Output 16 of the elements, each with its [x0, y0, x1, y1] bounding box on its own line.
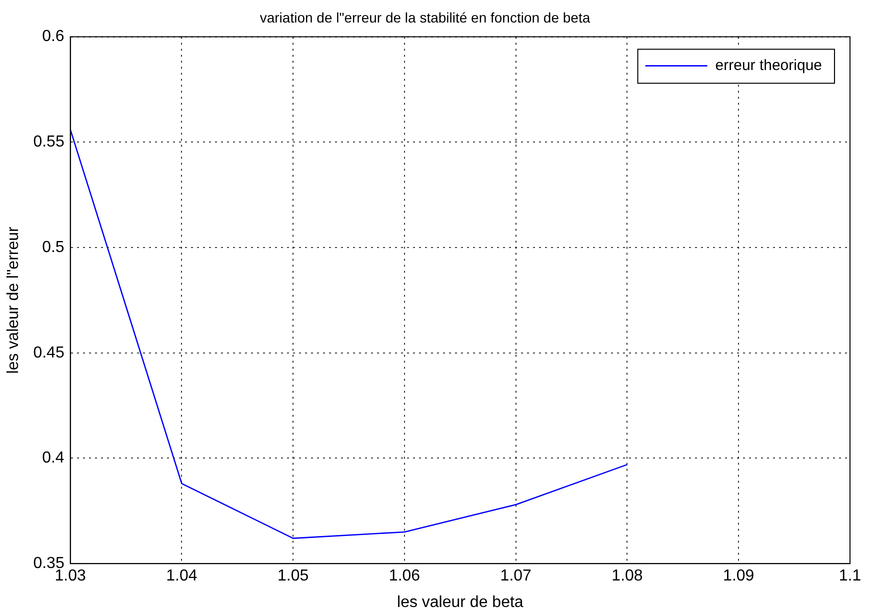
y-tick-label: 0.45 — [33, 344, 64, 362]
y-tick-label: 0.5 — [42, 238, 64, 256]
chart-title: variation de l"erreur de la stabilité en fonction de beta — [260, 9, 590, 26]
y-tick-label: 0.4 — [42, 450, 64, 467]
x-tick-label: 1.09 — [723, 568, 754, 585]
x-axis-title: les valeur de beta — [397, 594, 524, 611]
y-axis-title: les valeur de l"erreur — [5, 226, 22, 374]
x-tick-label: 1.04 — [166, 568, 198, 585]
x-tick-label: 1.08 — [612, 568, 643, 585]
y-tick-label: 0.6 — [42, 28, 64, 46]
legend-label: erreur theorique — [715, 56, 822, 74]
x-tick-label: 1.1 — [838, 568, 862, 585]
x-tick-label: 1.07 — [500, 568, 532, 585]
y-tick-label: 0.55 — [33, 134, 64, 151]
x-tick-label: 1.06 — [388, 568, 420, 585]
x-tick-label: 1.05 — [278, 568, 309, 585]
